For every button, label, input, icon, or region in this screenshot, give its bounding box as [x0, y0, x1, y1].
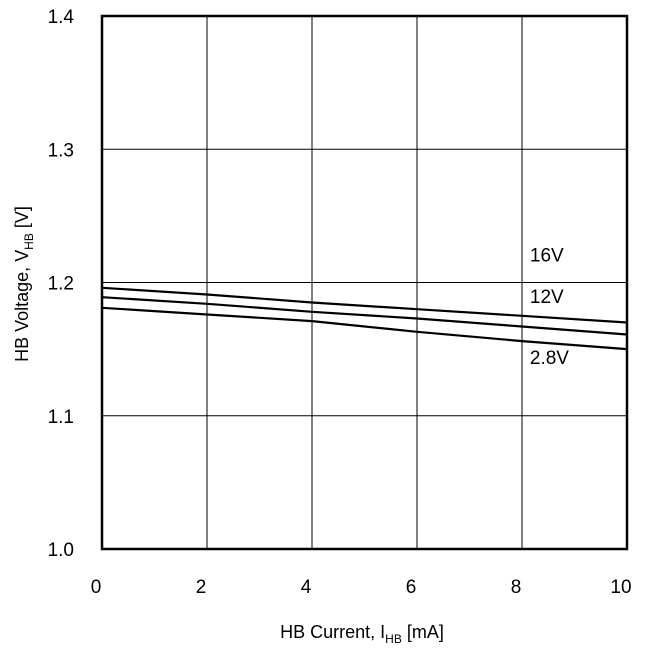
grid — [102, 16, 627, 549]
series-labels: 16V 12V 2.8V — [530, 246, 569, 370]
x-tick-label: 0 — [91, 577, 102, 598]
y-tick-label: 1.4 — [48, 7, 75, 28]
x-tick-label: 2 — [196, 577, 207, 598]
y-tick-label: 1.0 — [48, 540, 74, 561]
x-tick-label: 6 — [406, 577, 417, 598]
series-label-2.8V: 2.8V — [530, 348, 569, 369]
x-tick-label: 10 — [610, 577, 631, 598]
series-line-12V — [101, 296, 628, 336]
x-tick-label: 4 — [301, 577, 312, 598]
y-tick-labels: 1.0 1.1 1.2 1.3 1.4 — [48, 7, 75, 561]
y-tick-label: 1.2 — [48, 274, 74, 295]
y-axis-label: HB Voltage, VHB [V] — [12, 206, 36, 362]
plot-frame — [100, 14, 629, 551]
x-axis-label: HB Current, IHB [mA] — [280, 622, 444, 646]
y-tick-label: 1.3 — [48, 140, 74, 161]
x-tick-labels: 0 2 4 6 8 10 — [91, 577, 632, 598]
series-line-16V — [101, 286, 628, 324]
series-label-16V: 16V — [530, 246, 564, 267]
series-lines — [101, 286, 628, 351]
series-label-12V: 12V — [530, 287, 564, 308]
x-tick-label: 8 — [511, 577, 522, 598]
series-line-2.8V — [101, 306, 628, 351]
y-tick-label: 1.1 — [48, 407, 74, 428]
